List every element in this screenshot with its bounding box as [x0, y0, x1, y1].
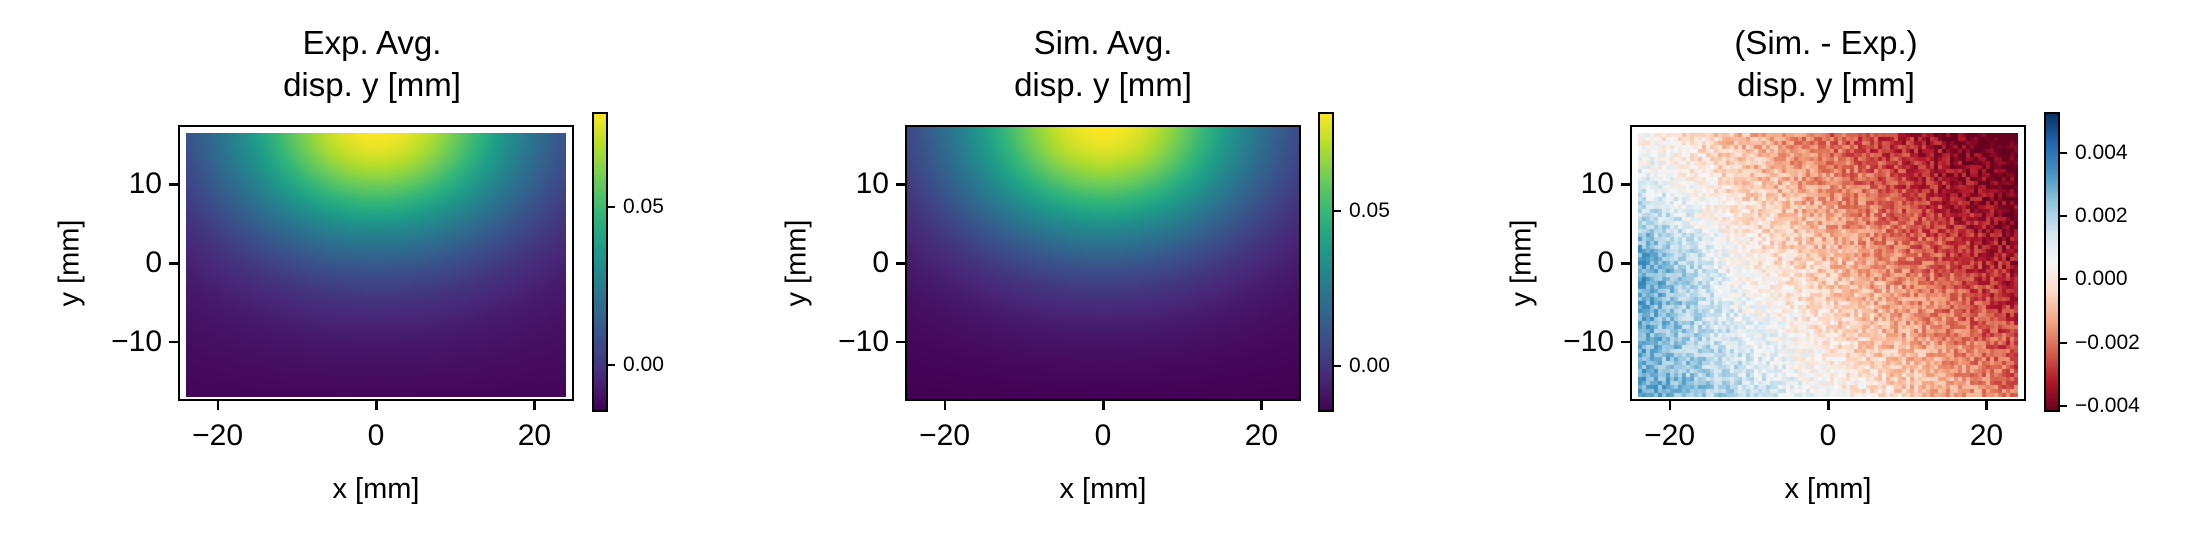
colorbar-tick	[608, 205, 615, 208]
colorbar-tick	[1334, 364, 1341, 367]
y-tick	[896, 340, 905, 344]
y-tick	[1621, 183, 1630, 186]
chart-title-line: Exp. Avg.	[302, 24, 442, 61]
x-tick-label: −20	[192, 419, 244, 452]
colorbar-tick-label: 0.00	[623, 352, 664, 376]
chart-title-line: disp. y [mm]	[1737, 66, 1915, 103]
heatmap-image	[1638, 133, 2018, 397]
colorbar-tick-label: −0.004	[2075, 393, 2140, 417]
x-tick	[216, 401, 220, 410]
x-tick-label: 0	[1094, 419, 1112, 452]
y-tick	[1621, 340, 1630, 344]
colorbar	[1318, 112, 1334, 412]
y-tick	[896, 183, 905, 186]
x-axis-label: x [mm]	[1784, 473, 1872, 505]
x-tick	[375, 401, 378, 410]
y-tick-label: 10	[1580, 167, 1614, 201]
x-tick	[533, 401, 536, 410]
y-tick-label: 0	[1597, 246, 1614, 279]
colorbar-tick-label: 0.004	[2075, 141, 2128, 165]
colorbar-tick-label: 0.000	[2075, 267, 2128, 291]
x-tick	[1102, 401, 1105, 410]
x-tick-label: −20	[919, 419, 971, 452]
colorbar-tick	[608, 363, 615, 366]
colorbar-tick	[2060, 215, 2067, 218]
colorbar	[2044, 112, 2060, 412]
colorbar-tick-label: 0.05	[1349, 198, 1390, 222]
heatmap-image	[905, 125, 1301, 401]
colorbar-tick	[2060, 341, 2067, 344]
y-tick-label: 0	[145, 246, 162, 279]
x-tick-label: 0	[1819, 419, 1837, 452]
y-tick-label: −10	[838, 324, 889, 358]
y-tick	[1621, 262, 1630, 265]
x-tick	[1260, 401, 1263, 410]
y-tick-label: 10	[128, 167, 162, 201]
colorbar-tick	[2060, 404, 2067, 407]
y-tick	[169, 340, 178, 344]
y-axis-label: y [mm]	[53, 219, 86, 307]
x-tick-label: −20	[1644, 419, 1696, 452]
y-tick-label: −10	[1563, 324, 1614, 358]
x-tick	[1827, 401, 1830, 410]
y-tick	[169, 262, 178, 265]
y-tick-label: 10	[855, 167, 889, 201]
y-tick	[896, 262, 905, 265]
chart-title-line: disp. y [mm]	[1014, 66, 1192, 103]
heatmap-image	[186, 133, 566, 397]
colorbar-tick	[2060, 278, 2067, 281]
colorbar	[592, 112, 608, 412]
colorbar-tick	[2060, 152, 2067, 155]
chart-title-line: disp. y [mm]	[283, 66, 461, 103]
colorbar-tick-label: 0.00	[1349, 353, 1390, 377]
colorbar-tick-label: 0.002	[2075, 204, 2128, 228]
x-tick-label: 20	[1244, 419, 1279, 452]
y-tick	[169, 183, 178, 186]
y-axis-label: y [mm]	[1505, 219, 1538, 307]
x-tick	[1668, 401, 1672, 410]
x-tick	[1985, 401, 1988, 410]
x-tick-label: 0	[367, 419, 385, 452]
colorbar-tick	[1334, 209, 1341, 212]
chart-title-line: (Sim. - Exp.)	[1734, 24, 1918, 61]
x-axis-label: x [mm]	[1059, 473, 1147, 505]
x-axis-label: x [mm]	[332, 473, 420, 505]
x-tick-label: 20	[517, 419, 552, 452]
y-tick-label: 0	[872, 246, 889, 279]
y-axis-label: y [mm]	[780, 219, 813, 307]
x-tick-label: 20	[1969, 419, 2004, 452]
y-tick-label: −10	[111, 324, 162, 358]
x-tick	[943, 401, 947, 410]
colorbar-tick-label: 0.05	[623, 194, 664, 218]
chart-title-line: Sim. Avg.	[1033, 24, 1173, 61]
colorbar-tick-label: −0.002	[2075, 330, 2140, 354]
